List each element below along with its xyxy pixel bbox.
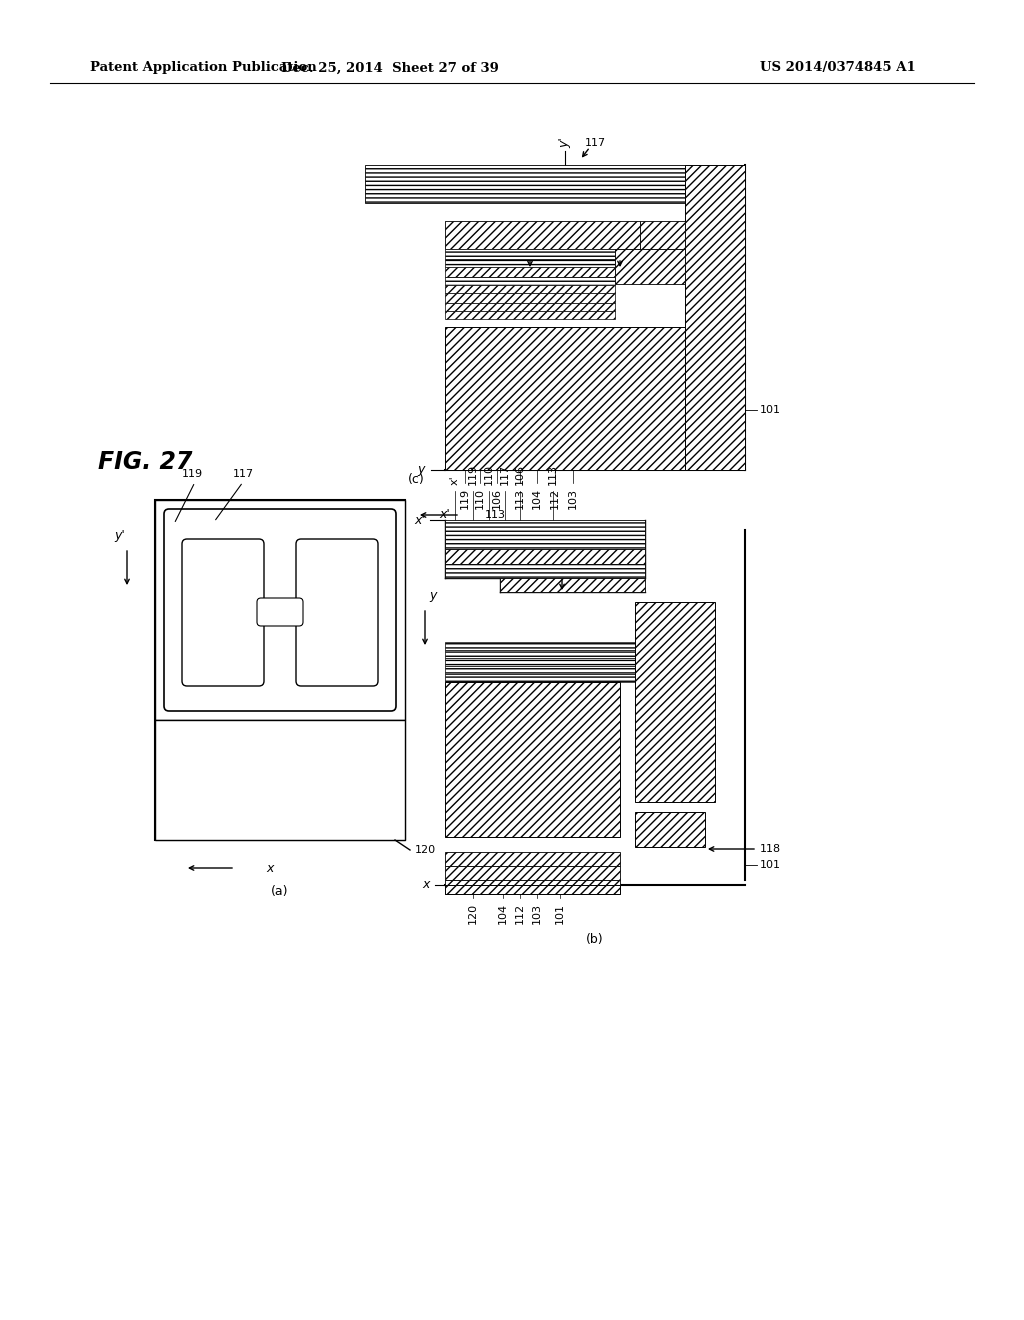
- Text: 103: 103: [568, 488, 578, 510]
- Bar: [445, 851, 620, 866]
- FancyBboxPatch shape: [257, 598, 303, 626]
- Bar: [445, 564, 645, 578]
- Text: x': x': [415, 513, 425, 527]
- Bar: [155, 500, 406, 719]
- Bar: [445, 520, 645, 535]
- Bar: [445, 249, 615, 259]
- FancyBboxPatch shape: [182, 539, 264, 686]
- Text: y: y: [418, 463, 425, 477]
- Text: y: y: [429, 589, 436, 602]
- Bar: [445, 285, 615, 293]
- Text: Dec. 25, 2014  Sheet 27 of 39: Dec. 25, 2014 Sheet 27 of 39: [281, 62, 499, 74]
- Text: 119: 119: [468, 463, 478, 484]
- Text: x': x': [439, 508, 451, 521]
- Bar: [445, 675, 645, 682]
- Bar: [445, 277, 615, 285]
- Text: 110: 110: [484, 465, 494, 484]
- Text: x': x': [450, 475, 460, 484]
- Bar: [445, 866, 620, 880]
- Bar: [155, 500, 406, 840]
- FancyBboxPatch shape: [296, 539, 378, 686]
- Text: 119: 119: [181, 469, 203, 479]
- Bar: [445, 884, 620, 894]
- Text: 113: 113: [548, 465, 558, 484]
- Text: y': y': [115, 528, 125, 541]
- Bar: [445, 649, 645, 657]
- Bar: [445, 642, 645, 649]
- Text: 117: 117: [585, 139, 605, 148]
- Bar: [365, 165, 685, 203]
- Text: FIG. 27: FIG. 27: [97, 450, 193, 474]
- Text: 118: 118: [760, 843, 781, 854]
- Text: US 2014/0374845 A1: US 2014/0374845 A1: [760, 62, 915, 74]
- Text: 106: 106: [515, 465, 525, 484]
- Text: 104: 104: [498, 903, 508, 924]
- Bar: [635, 602, 715, 803]
- Text: 104: 104: [532, 488, 542, 510]
- Bar: [445, 880, 620, 894]
- Text: 113: 113: [484, 510, 506, 520]
- Text: 112: 112: [515, 903, 525, 924]
- Text: (c): (c): [409, 474, 425, 487]
- Bar: [445, 304, 615, 312]
- Bar: [445, 220, 640, 249]
- Bar: [445, 667, 645, 675]
- Text: 119: 119: [460, 488, 470, 510]
- Text: Patent Application Publication: Patent Application Publication: [90, 62, 316, 74]
- Text: (a): (a): [271, 886, 289, 899]
- Bar: [445, 535, 645, 549]
- Bar: [445, 682, 620, 837]
- Text: 113: 113: [515, 488, 525, 510]
- Text: 103: 103: [532, 903, 542, 924]
- Bar: [445, 657, 645, 667]
- Bar: [155, 719, 406, 840]
- Text: 106: 106: [492, 488, 502, 510]
- Bar: [445, 267, 615, 277]
- Bar: [445, 549, 645, 564]
- Text: 120: 120: [468, 903, 478, 924]
- Bar: [445, 312, 615, 319]
- Bar: [640, 220, 685, 249]
- Text: x: x: [266, 862, 273, 874]
- Text: 117: 117: [232, 469, 254, 479]
- Text: 120: 120: [415, 845, 435, 855]
- Text: 117: 117: [500, 463, 510, 484]
- Text: y': y': [558, 137, 571, 148]
- Bar: [615, 249, 685, 284]
- Bar: [685, 165, 745, 470]
- Text: x: x: [423, 879, 430, 891]
- Bar: [445, 259, 615, 267]
- Text: (b): (b): [586, 933, 604, 946]
- Bar: [445, 327, 685, 470]
- Text: 101: 101: [760, 861, 781, 870]
- Text: 101: 101: [555, 903, 565, 924]
- Bar: [635, 812, 705, 847]
- Text: 101: 101: [760, 405, 781, 414]
- Text: 112: 112: [550, 488, 560, 510]
- Text: 110: 110: [475, 488, 485, 510]
- Bar: [445, 293, 615, 304]
- Bar: [500, 578, 645, 591]
